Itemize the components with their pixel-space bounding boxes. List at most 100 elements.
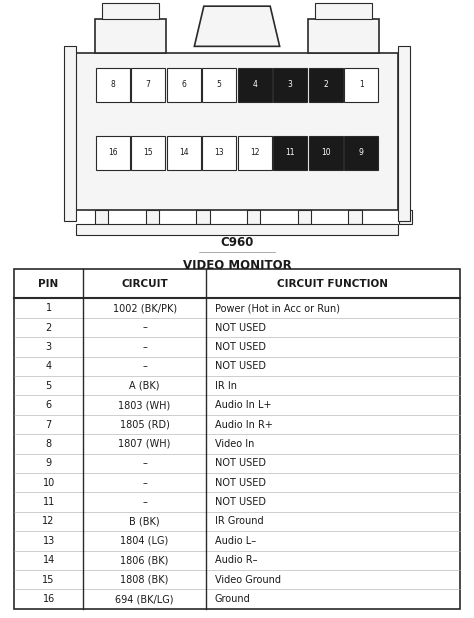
Text: A (BK): A (BK) <box>129 381 160 391</box>
Bar <box>398 46 410 221</box>
Text: 15: 15 <box>42 575 55 585</box>
Bar <box>95 19 166 53</box>
Text: –: – <box>142 342 147 352</box>
Text: 2: 2 <box>46 323 52 332</box>
Bar <box>237 136 272 170</box>
Bar <box>309 136 343 170</box>
Bar <box>202 68 236 102</box>
Text: 5: 5 <box>217 80 222 90</box>
Text: VIDEO MONITOR: VIDEO MONITOR <box>182 259 292 273</box>
Bar <box>95 136 129 170</box>
Bar <box>309 68 343 102</box>
Text: –: – <box>142 362 147 371</box>
Text: NOT USED: NOT USED <box>215 497 266 507</box>
Text: 9: 9 <box>46 459 52 468</box>
Text: 12: 12 <box>42 517 55 527</box>
Text: 7: 7 <box>146 80 151 90</box>
Bar <box>76 224 398 235</box>
Bar <box>344 136 378 170</box>
Bar <box>146 210 159 224</box>
Text: 1: 1 <box>46 303 52 313</box>
Text: 6: 6 <box>181 80 186 90</box>
Text: 2: 2 <box>323 80 328 90</box>
Text: Audio In L+: Audio In L+ <box>215 400 271 410</box>
Bar <box>166 136 201 170</box>
Bar <box>298 210 311 224</box>
Text: Audio In R+: Audio In R+ <box>215 420 273 430</box>
Text: CIRCUIT FUNCTION: CIRCUIT FUNCTION <box>277 279 389 289</box>
Text: 3: 3 <box>46 342 52 352</box>
Bar <box>344 68 378 102</box>
Bar <box>64 46 76 221</box>
Text: 4: 4 <box>252 80 257 90</box>
Text: B (BK): B (BK) <box>129 517 160 527</box>
Text: 1808 (BK): 1808 (BK) <box>120 575 169 585</box>
Bar <box>131 136 165 170</box>
Bar <box>315 3 372 19</box>
Text: 13: 13 <box>214 148 224 158</box>
Text: NOT USED: NOT USED <box>215 459 266 468</box>
Text: 10: 10 <box>321 148 331 158</box>
Text: NOT USED: NOT USED <box>215 478 266 488</box>
Bar <box>237 68 272 102</box>
Text: 8: 8 <box>110 80 115 90</box>
Text: –: – <box>142 459 147 468</box>
Text: 8: 8 <box>46 439 52 449</box>
Text: 4: 4 <box>46 362 52 371</box>
Text: NOT USED: NOT USED <box>215 362 266 371</box>
Text: 5: 5 <box>46 381 52 391</box>
Text: –: – <box>142 497 147 507</box>
Text: 1806 (BK): 1806 (BK) <box>120 555 169 565</box>
Text: IR In: IR In <box>215 381 237 391</box>
Text: 16: 16 <box>43 594 55 604</box>
Text: 3: 3 <box>288 80 293 90</box>
Text: NOT USED: NOT USED <box>215 342 266 352</box>
Text: 1805 (RD): 1805 (RD) <box>119 420 170 430</box>
Bar <box>196 210 210 224</box>
Text: Power (Hot in Acc or Run): Power (Hot in Acc or Run) <box>215 303 340 313</box>
Text: C960: C960 <box>220 235 254 249</box>
Polygon shape <box>194 6 280 46</box>
Text: 13: 13 <box>43 536 55 546</box>
Text: 1803 (WH): 1803 (WH) <box>118 400 171 410</box>
Text: 6: 6 <box>46 400 52 410</box>
Text: 9: 9 <box>359 148 364 158</box>
Bar <box>95 68 129 102</box>
Text: 14: 14 <box>43 555 55 565</box>
Text: 15: 15 <box>143 148 153 158</box>
Bar <box>76 53 398 210</box>
Bar <box>273 136 307 170</box>
Text: 1807 (WH): 1807 (WH) <box>118 439 171 449</box>
Text: 11: 11 <box>285 148 295 158</box>
Bar <box>202 136 236 170</box>
Bar <box>308 19 379 53</box>
Bar <box>273 68 307 102</box>
Text: 11: 11 <box>43 497 55 507</box>
Text: 12: 12 <box>250 148 260 158</box>
Text: 10: 10 <box>43 478 55 488</box>
Text: Ground: Ground <box>215 594 250 604</box>
Text: 14: 14 <box>179 148 189 158</box>
Text: CIRCUIT: CIRCUIT <box>121 279 168 289</box>
Bar <box>247 210 260 224</box>
Text: 1804 (LG): 1804 (LG) <box>120 536 169 546</box>
Text: –: – <box>142 323 147 332</box>
Text: 1002 (BK/PK): 1002 (BK/PK) <box>112 303 177 313</box>
Bar <box>102 3 159 19</box>
Text: Audio L–: Audio L– <box>215 536 256 546</box>
Bar <box>95 210 108 224</box>
Text: 1: 1 <box>359 80 364 90</box>
Text: PIN: PIN <box>38 279 59 289</box>
Text: Video Ground: Video Ground <box>215 575 281 585</box>
Text: 694 (BK/LG): 694 (BK/LG) <box>115 594 174 604</box>
Text: Video In: Video In <box>215 439 254 449</box>
Bar <box>166 68 201 102</box>
Text: –: – <box>142 478 147 488</box>
Text: 16: 16 <box>108 148 118 158</box>
Text: Audio R–: Audio R– <box>215 555 257 565</box>
Bar <box>399 210 412 224</box>
Bar <box>14 269 460 609</box>
Text: IR Ground: IR Ground <box>215 517 264 527</box>
Text: 7: 7 <box>46 420 52 430</box>
Bar <box>131 68 165 102</box>
